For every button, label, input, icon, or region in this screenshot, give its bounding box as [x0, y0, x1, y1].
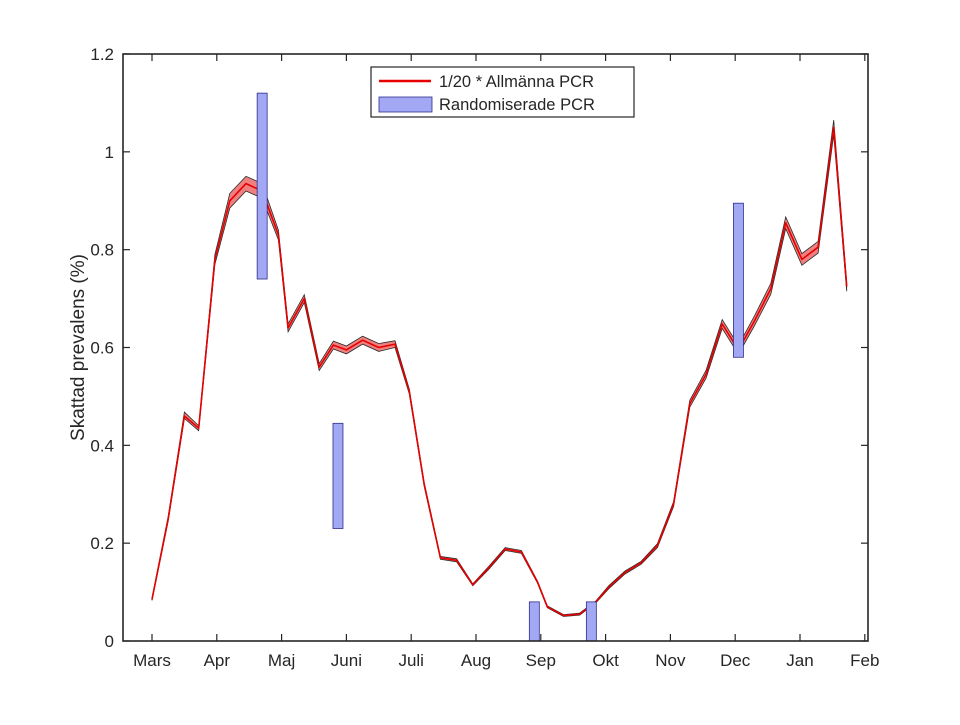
y-tick-label: 1.2 — [90, 45, 114, 64]
series-line-allmanna-pcr — [151, 126, 848, 617]
x-tick-label: Juli — [398, 651, 424, 670]
legend-label: 1/20 * Allmänna PCR — [439, 73, 594, 91]
x-tick-label: Sep — [526, 651, 556, 670]
x-tick-label: Maj — [268, 651, 295, 670]
interval-bar-1 — [256, 92, 268, 280]
x-tick-label: Feb — [850, 651, 879, 670]
x-tick-label: Aug — [461, 651, 491, 670]
x-tick-label: Apr — [204, 651, 231, 670]
interval-bar-5 — [733, 202, 744, 358]
y-axis-label: Skattad prevalens (%) — [68, 254, 89, 441]
chart-legend: 1/20 * Allmänna PCR Randomiserade PCR — [370, 66, 635, 118]
y-tick-label: 1 — [105, 143, 114, 162]
x-tick-label: Dec — [720, 651, 751, 670]
interval-bar-3 — [528, 601, 540, 642]
y-tick-label: 0.4 — [90, 436, 114, 455]
x-tick-label: Mars — [133, 651, 171, 670]
interval-bar-2 — [332, 422, 344, 529]
x-axis: Mars Apr Maj Juni Juli Aug Sep Okt Nov Dec Jan Feb — [133, 54, 879, 670]
interval-bar-4 — [585, 601, 597, 642]
x-tick-label: Jan — [786, 651, 813, 670]
y-tick-label: 0 — [105, 632, 114, 651]
x-tick-label: Juni — [331, 651, 362, 670]
plot-area — [151, 92, 848, 642]
legend-label: Randomiserade PCR — [439, 96, 595, 114]
y-tick-label: 0.6 — [90, 339, 114, 358]
y-tick-label: 0.2 — [90, 534, 114, 553]
x-tick-label: Nov — [655, 651, 686, 670]
y-axis: 0 0.2 0.4 0.6 0.8 1 1.2 — [90, 45, 868, 651]
legend-box-swatch — [378, 96, 433, 113]
y-tick-label: 0.8 — [90, 241, 114, 260]
x-tick-label: Okt — [592, 651, 619, 670]
